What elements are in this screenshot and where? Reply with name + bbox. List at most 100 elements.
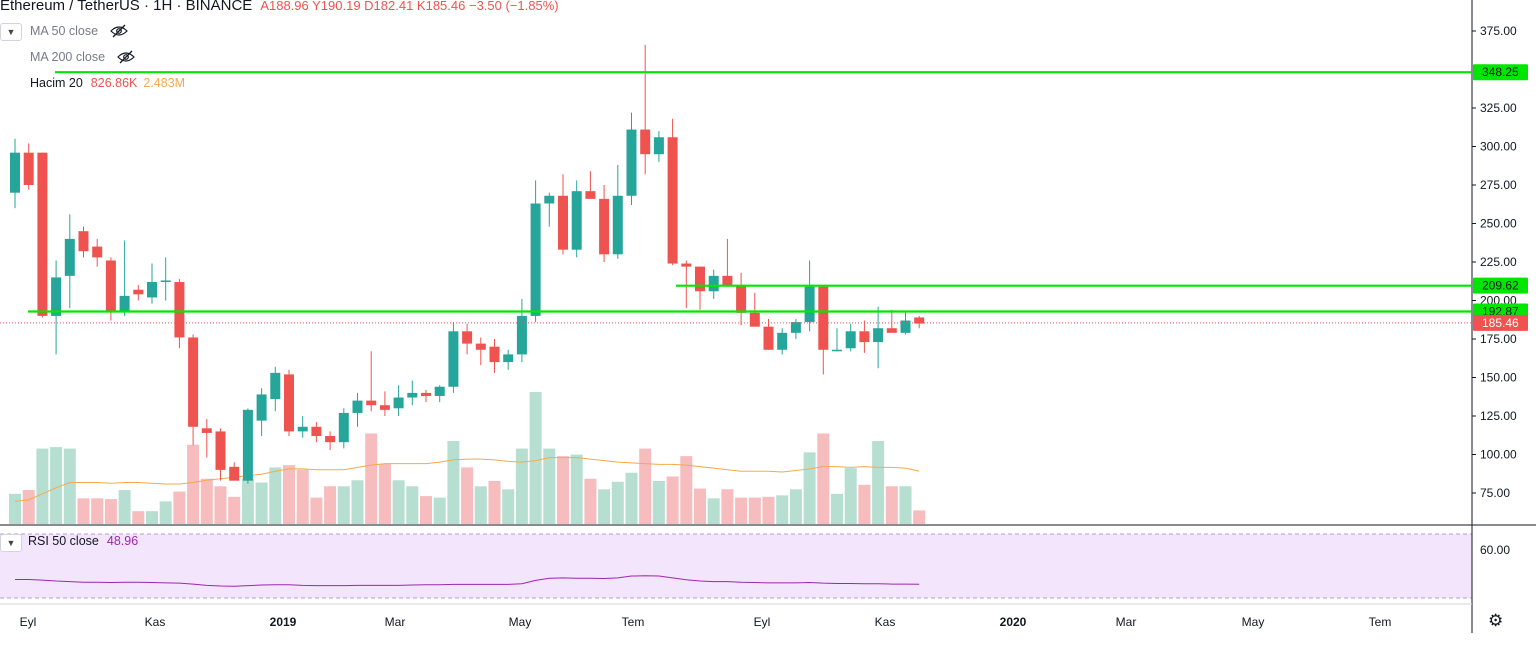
- candle-body: [393, 397, 404, 409]
- candle-body: [475, 343, 486, 350]
- volume-bar: [598, 489, 611, 524]
- volume-bar: [351, 480, 364, 524]
- volume-bar: [803, 452, 816, 524]
- candle-body: [544, 195, 555, 204]
- candle-body: [325, 436, 336, 443]
- candle-body: [626, 129, 637, 196]
- volume-bar: [296, 469, 309, 524]
- volume-bar: [625, 472, 638, 524]
- rsi-axis-tick: 60.00: [1480, 543, 1510, 557]
- price-axis-tick: 250.00: [1480, 217, 1517, 231]
- ma50-legend[interactable]: MA 50 close: [30, 24, 128, 38]
- candle-body: [133, 289, 144, 295]
- volume-bar: [228, 496, 241, 524]
- collapse-rsi-button[interactable]: ▼: [0, 534, 22, 552]
- time-axis-tick: May: [509, 615, 532, 629]
- candle-body: [407, 392, 418, 398]
- candle-body: [708, 275, 719, 292]
- time-axis-tick: Kas: [875, 615, 896, 629]
- volume-bar: [557, 456, 569, 524]
- volume-bar: [200, 478, 213, 524]
- candle-body: [489, 346, 500, 363]
- candle-body: [722, 275, 733, 286]
- price-axis-tick: 150.00: [1480, 371, 1517, 385]
- volume-bar: [515, 448, 528, 524]
- candle-body: [599, 198, 610, 255]
- volume-bar: [488, 481, 501, 524]
- candle-body: [119, 295, 130, 312]
- candle-body: [10, 152, 20, 193]
- price-label-text: 185.46: [1482, 316, 1519, 330]
- ma200-label: MA 200 close: [30, 50, 106, 64]
- price-axis-tick: 100.00: [1480, 448, 1517, 462]
- price-axis-tick: 75.00: [1480, 486, 1510, 500]
- candle-body: [147, 282, 157, 298]
- candle-body: [242, 409, 253, 481]
- volume-bar: [36, 448, 49, 524]
- candle-body: [763, 326, 774, 350]
- candle-body: [284, 374, 294, 432]
- eye-hidden-icon[interactable]: [117, 50, 135, 64]
- rsi-legend[interactable]: RSI 50 close 48.96: [28, 534, 138, 548]
- volume-bar: [132, 511, 145, 524]
- volume-bar: [611, 481, 624, 524]
- gear-icon[interactable]: ⚙: [1488, 611, 1504, 630]
- candle-body: [188, 337, 199, 427]
- level-price-label: 348.25: [1473, 64, 1528, 81]
- candle-body: [886, 328, 897, 333]
- candle-body: [914, 317, 925, 324]
- volume-bar: [543, 448, 556, 524]
- candle-body: [558, 195, 568, 250]
- time-axis-tick: 2019: [270, 615, 297, 629]
- candle-body: [37, 152, 48, 316]
- time-axis-tick: Mar: [1116, 615, 1137, 629]
- volume-bar: [447, 441, 460, 524]
- volume-bar: [214, 486, 227, 524]
- collapse-indicators-button[interactable]: ▼: [0, 23, 22, 41]
- time-axis-tick: Mar: [385, 615, 406, 629]
- volume-bar: [255, 482, 268, 524]
- candle-body: [516, 315, 527, 355]
- volume-legend[interactable]: Hacim 20 826.86K 2.483M: [30, 76, 185, 90]
- time-axis-tick: Tem: [1369, 615, 1392, 629]
- volume-bar: [789, 489, 802, 524]
- volume-bar: [707, 498, 720, 524]
- candle-body: [366, 400, 377, 406]
- volume-bar: [378, 463, 391, 524]
- candle-body: [667, 137, 678, 264]
- volume-bar: [392, 480, 405, 524]
- candle-body: [859, 331, 870, 343]
- volume-bar: [872, 441, 885, 524]
- price-label-text: 209.62: [1482, 279, 1519, 293]
- volume-bar: [187, 444, 200, 524]
- candle-body: [421, 392, 431, 396]
- volume-bar: [50, 447, 63, 524]
- volume-bar: [570, 454, 583, 524]
- time-axis-tick: 2020: [1000, 615, 1027, 629]
- volume-bar: [104, 499, 117, 524]
- volume-bar: [310, 497, 323, 524]
- volume-bar: [159, 501, 172, 524]
- volume-bar: [63, 448, 76, 524]
- volume-bar: [844, 468, 857, 524]
- price-axis-tick: 300.00: [1480, 140, 1517, 154]
- symbol-title[interactable]: Ethereum / TetherUS · 1H · BINANCE: [0, 0, 253, 14]
- candle-body: [832, 349, 842, 352]
- volume-bar: [666, 476, 679, 524]
- eye-hidden-icon[interactable]: [110, 24, 128, 38]
- candle-body: [503, 354, 514, 363]
- volume-bar: [461, 467, 474, 524]
- price-axis-tick: 125.00: [1480, 409, 1517, 423]
- rsi-line: [15, 575, 920, 587]
- ma200-legend[interactable]: MA 200 close: [30, 50, 135, 64]
- rsi-pane: [0, 534, 1472, 598]
- candle-body: [612, 195, 623, 255]
- volume-bar: [22, 490, 35, 524]
- candle-body: [640, 129, 651, 155]
- candle-body: [736, 285, 747, 313]
- volume-bar: [283, 465, 295, 524]
- volume-bar: [735, 497, 748, 524]
- volume-bar: [173, 491, 186, 524]
- volume-bar: [406, 486, 419, 524]
